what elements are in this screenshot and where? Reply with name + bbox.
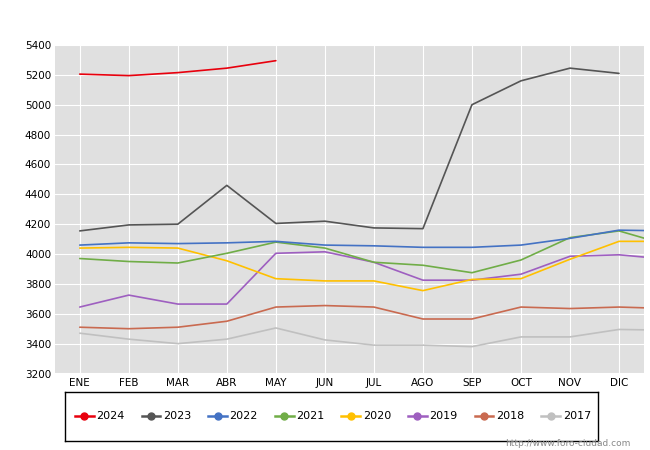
Text: 2023: 2023 — [163, 411, 191, 421]
Text: 2019: 2019 — [430, 411, 458, 421]
Text: 2021: 2021 — [296, 411, 324, 421]
Text: 2024: 2024 — [96, 411, 125, 421]
Text: http://www.foro-ciudad.com: http://www.foro-ciudad.com — [505, 439, 630, 448]
Text: 2017: 2017 — [563, 411, 591, 421]
Text: 2018: 2018 — [496, 411, 525, 421]
Text: 2022: 2022 — [229, 411, 258, 421]
Text: Afiliados en Castilleja de la Cuesta a 31/5/2024: Afiliados en Castilleja de la Cuesta a 3… — [136, 13, 514, 28]
Text: 2020: 2020 — [363, 411, 391, 421]
